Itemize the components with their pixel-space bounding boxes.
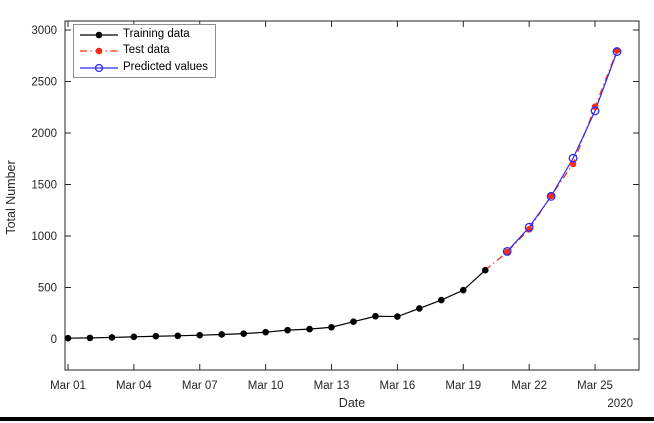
x-tick-label: Mar 04 [116,380,152,392]
predicted-values-marker [568,153,578,163]
legend-item-training-data: Training data [79,27,215,43]
window-bottom-edge [0,417,654,421]
y-tick-label: 0 [51,334,57,346]
predicted-values-line [506,51,618,252]
predicted-values-marker [524,222,534,232]
y-tick-label: 500 [38,283,57,295]
legend-item-predicted-values: Predicted values [79,60,215,76]
training-data-marker [196,331,204,339]
predicted-values-marker [502,246,512,256]
training-data-marker [416,305,423,312]
legend-item-test-data: Test data [79,43,215,59]
training-data-marker [262,328,269,336]
legend-label-predicted-values: Predicted values [123,60,209,73]
test-data-line [484,50,618,271]
training-data-line-sample-icon [80,31,118,38]
training-data-marker [108,334,116,341]
x-axis-year-label: 2020 [607,398,633,410]
x-tick-label: Mar 13 [314,380,350,392]
x-tick-label: Mar 10 [248,380,284,392]
y-tick-label: 1500 [31,180,57,192]
y-tick-label: 1000 [31,231,57,243]
test-data-marker [503,248,511,256]
plot-box [64,20,640,371]
legend-label-training-data: Training data [123,27,190,40]
test-data-marker [547,192,555,200]
predicted-values-marker [590,106,600,116]
training-data-marker [130,333,138,341]
test-data-line-sample-icon [80,47,118,55]
predicted-values-marker [546,191,556,201]
x-tick-label: Mar 07 [182,380,218,392]
predicted-values-marker [612,47,622,57]
training-data-marker [64,334,72,342]
training-data-marker [86,334,94,342]
predicted-values-line-sample-icon [80,63,118,72]
x-tick-label: Mar 25 [577,380,613,392]
legend-label-test-data: Test data [123,44,170,57]
training-data-marker [372,312,379,320]
training-data-marker [306,325,313,333]
y-axis-label: Total Number [4,160,18,234]
training-data-line [67,269,486,339]
legend-marker [95,47,103,55]
x-tick-label: Mar 22 [511,380,547,392]
test-data-marker [613,47,621,54]
y-tick-label: 2000 [31,128,57,140]
training-data-marker [152,332,160,340]
training-data-marker [481,266,489,274]
x-tick-label: Mar 19 [445,380,481,392]
y-tick-label: 3000 [31,25,57,37]
training-data-marker [218,331,226,338]
x-tick-label: Mar 01 [50,380,86,392]
x-tick-label: Mar 16 [380,380,416,392]
training-data-marker [438,296,445,304]
legend: Training data Test data Predicted values [73,24,216,78]
training-data-marker [284,326,291,334]
training-data-marker [459,286,467,294]
legend-marker [94,63,104,72]
training-data-marker [328,323,335,331]
legend-marker [95,31,103,38]
training-data-marker [174,332,182,340]
training-data-marker [240,330,247,337]
y-tick-label: 2500 [31,77,57,89]
x-axis-label: Date [339,396,365,410]
training-data-marker [394,313,401,320]
training-data-marker [350,318,357,325]
